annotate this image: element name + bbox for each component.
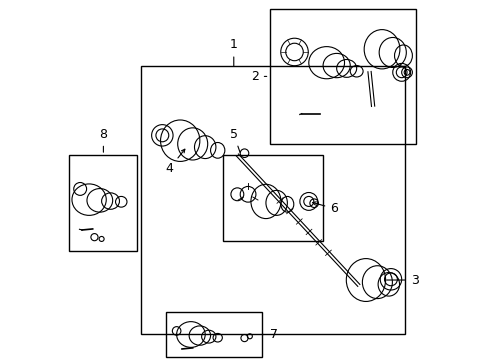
Text: 7: 7 xyxy=(262,328,277,341)
Bar xyxy=(223,155,323,241)
Text: 5: 5 xyxy=(229,128,240,152)
Text: 6: 6 xyxy=(312,202,337,215)
Text: 8: 8 xyxy=(99,128,107,152)
Bar xyxy=(269,9,415,144)
Bar xyxy=(165,312,262,357)
Bar xyxy=(69,155,137,251)
Text: 4: 4 xyxy=(165,149,184,175)
Text: 1: 1 xyxy=(229,39,237,67)
Text: 2: 2 xyxy=(250,70,266,83)
Bar xyxy=(141,66,405,334)
Text: 3: 3 xyxy=(386,274,418,287)
